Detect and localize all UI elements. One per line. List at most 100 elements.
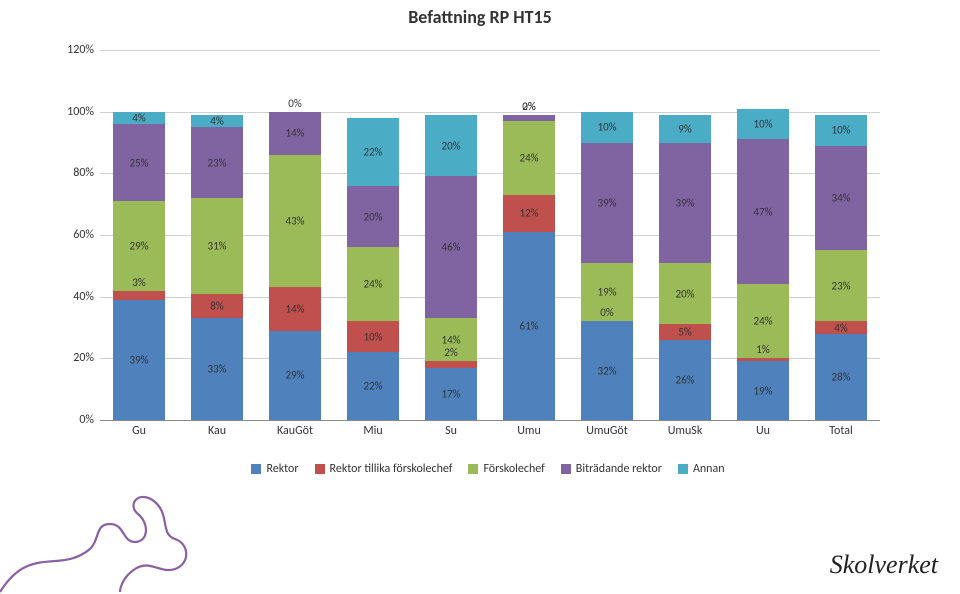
seg-label: 24% [753, 315, 772, 328]
seg-label: 29% [285, 369, 304, 382]
seg-label: 20% [675, 287, 694, 300]
legend-label-Bitradande: Biträdande rektor [576, 462, 662, 476]
seg-Rektor_tillika: 14% [269, 287, 321, 330]
seg-Bitradande: 25% [113, 124, 165, 201]
legend-swatch-Rektor [251, 464, 261, 474]
seg-label: 0% [600, 306, 613, 319]
seg-label: 0% [288, 97, 301, 110]
seg-Bitradande: 46% [425, 176, 477, 318]
seg-Rektor: 26% [659, 340, 711, 420]
bars-container: 4% 25% 29% 3% 39% 4% 23% 31% 8% 33% 0% 14% 43% 14% 29%… [100, 50, 880, 420]
y-tick-label: 60% [60, 228, 94, 242]
logo-text: Skolverket [830, 550, 938, 579]
seg-label: 28% [831, 370, 850, 383]
seg-Rektor_tillika: 8% [191, 294, 243, 319]
seg-Forskolechef: 43% [269, 155, 321, 288]
x-tick-label: Uu [724, 424, 802, 438]
chart-area: 0%20%40%60%80%100%120% 4%25%29%3%39%4%23… [60, 50, 880, 450]
seg-label: 25% [129, 156, 148, 169]
seg-label: 4% [834, 321, 847, 334]
seg-Rektor: 39% [113, 300, 165, 420]
seg-label: 14% [285, 127, 304, 140]
seg-label: 47% [753, 205, 772, 218]
seg-Bitradande: 14% [269, 112, 321, 155]
seg-label: 24% [519, 151, 538, 164]
seg-label: 31% [207, 239, 226, 252]
seg-Rektor_tillika: 5% [659, 324, 711, 339]
seg-label: 19% [597, 286, 616, 299]
y-tick-label: 40% [60, 290, 94, 304]
seg-label: 10% [363, 330, 382, 343]
seg-label: 14% [441, 333, 460, 346]
seg-Bitradande: 47% [737, 139, 789, 284]
seg-label: 26% [675, 373, 694, 386]
y-tick-label: 80% [60, 166, 94, 180]
seg-label: 10% [753, 118, 772, 131]
seg-Annan: 22% [347, 118, 399, 186]
seg-label: 46% [441, 241, 460, 254]
seg-Rektor: 22% [347, 352, 399, 420]
bar-Total: 10% 34% 23% 4% 28% [815, 115, 867, 420]
seg-Forskolechef: 24% [347, 247, 399, 321]
seg-Bitradande: 20% [347, 186, 399, 248]
seg-Annan: 4% [113, 112, 165, 124]
seg-Forskolechef: 23% [815, 250, 867, 321]
seg-Bitradande: 23% [191, 127, 243, 198]
seg-label: 14% [285, 303, 304, 316]
seg-label: 3% [132, 276, 145, 289]
bar-Miu: 22% 20%24% 10% 22% [347, 118, 399, 420]
seg-label: 5% [678, 326, 691, 339]
seg-Rektor: 33% [191, 318, 243, 420]
y-tick-label: 100% [60, 105, 94, 119]
bar-UmuGöt: 10% 39% 19% 0% 32% [581, 112, 633, 420]
seg-label: 22% [363, 380, 382, 393]
seg-Forskolechef: 31% [191, 198, 243, 294]
bar-Su: 20%46%14%2%17% [425, 115, 477, 420]
seg-label: 32% [597, 364, 616, 377]
y-tick-label: 0% [60, 413, 94, 427]
seg-Bitradande: 34% [815, 146, 867, 251]
seg-Bitradande: 39% [659, 143, 711, 263]
chart-title: Befattning RP HT15 [0, 6, 960, 28]
seg-label: 4% [132, 111, 145, 124]
x-tick-label: KauGöt [256, 424, 334, 438]
seg-label: 29% [129, 239, 148, 252]
seg-label: 2% [522, 100, 535, 113]
seg-label: 17% [441, 387, 460, 400]
seg-Forskolechef: 24% [503, 121, 555, 195]
seg-label: 34% [831, 192, 850, 205]
y-tick-label: 120% [60, 43, 94, 57]
seg-Annan: 9% [659, 115, 711, 143]
seg-Rektor_tillika: 3% [113, 291, 165, 300]
seg-label: 10% [597, 121, 616, 134]
legend-label-Forskolechef: Förskolechef [483, 462, 544, 476]
seg-label: 8% [210, 299, 223, 312]
x-tick-label: Kau [178, 424, 256, 438]
seg-label: 22% [363, 145, 382, 158]
seg-label: 61% [519, 319, 538, 332]
seg-label: 39% [597, 196, 616, 209]
legend-swatch-Rektor_tillika [315, 464, 325, 474]
bar-UmuSk: 9%39% 20% 5% 26% [659, 115, 711, 420]
puzzle-icon [0, 484, 230, 594]
seg-Rektor: 61% [503, 232, 555, 420]
seg-Rektor_tillika: 4% [815, 321, 867, 333]
legend-label-Rektor: Rektor [266, 462, 298, 476]
seg-Rektor: 28% [815, 334, 867, 420]
seg-label: 23% [207, 156, 226, 169]
seg-label: 4% [210, 114, 223, 127]
seg-Rektor: 17% [425, 368, 477, 420]
seg-label: 39% [129, 353, 148, 366]
seg-Annan: 4% [191, 115, 243, 127]
seg-Rektor: 19% [737, 361, 789, 420]
seg-label: 10% [831, 124, 850, 137]
legend-label-Rektor_tillika: Rektor tillika förskolechef [330, 462, 453, 476]
seg-Rektor: 29% [269, 331, 321, 420]
seg-label: 43% [285, 215, 304, 228]
legend-swatch-Bitradande [561, 464, 571, 474]
seg-Rektor_tillika: 10% [347, 321, 399, 352]
seg-label: 12% [519, 207, 538, 220]
legend-label-Annan: Annan [693, 462, 725, 476]
seg-label: 23% [831, 279, 850, 292]
legend-swatch-Forskolechef [468, 464, 478, 474]
